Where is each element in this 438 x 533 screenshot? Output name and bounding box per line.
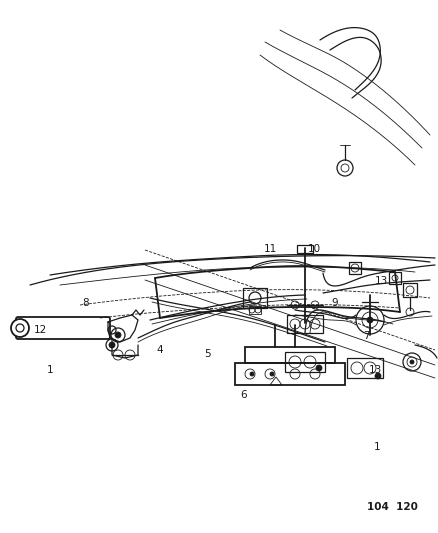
Text: 1: 1: [373, 442, 380, 451]
Bar: [286, 315, 322, 333]
Bar: [284, 352, 324, 372]
Bar: [234, 363, 344, 385]
Bar: [402, 283, 416, 297]
Text: 10: 10: [307, 244, 320, 254]
Circle shape: [409, 360, 413, 364]
Text: 12: 12: [34, 326, 47, 335]
Text: 6: 6: [240, 391, 247, 400]
Text: 13: 13: [374, 277, 387, 286]
Circle shape: [366, 317, 372, 323]
Text: 5: 5: [203, 350, 210, 359]
Text: 13: 13: [368, 366, 381, 375]
Circle shape: [402, 353, 420, 371]
Text: 1: 1: [47, 366, 54, 375]
Circle shape: [249, 372, 254, 376]
Text: 4: 4: [156, 345, 163, 355]
Text: 7: 7: [362, 331, 369, 341]
Circle shape: [115, 332, 121, 338]
Bar: [348, 262, 360, 274]
Bar: [297, 245, 312, 253]
Text: 11: 11: [263, 244, 276, 254]
Circle shape: [315, 365, 321, 371]
Circle shape: [269, 372, 273, 376]
Text: 8: 8: [82, 298, 89, 308]
Circle shape: [109, 342, 115, 348]
Text: 104  120: 104 120: [367, 503, 417, 512]
Bar: [346, 358, 382, 378]
Circle shape: [374, 373, 380, 379]
Circle shape: [355, 306, 383, 334]
Text: 9: 9: [330, 298, 337, 308]
Bar: [388, 272, 400, 284]
Bar: [244, 347, 334, 363]
Bar: [248, 306, 261, 314]
Circle shape: [336, 160, 352, 176]
FancyBboxPatch shape: [16, 317, 110, 339]
Circle shape: [11, 319, 29, 337]
Bar: [243, 288, 266, 308]
